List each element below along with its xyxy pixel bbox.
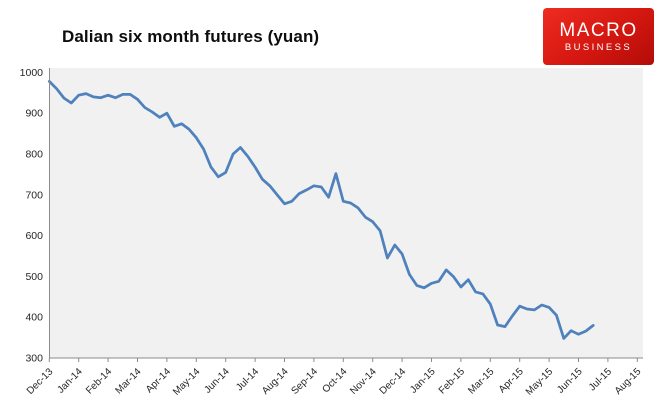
logo-business-text: BUSINESS — [564, 41, 633, 53]
x-axis-label: Oct-14 — [320, 366, 349, 395]
x-axis-label: Nov-14 — [348, 366, 379, 397]
macrobusiness-logo: MACRO BUSINESS — [543, 8, 654, 65]
y-axis-label: 300 — [25, 353, 43, 365]
x-axis-label: Feb-14 — [84, 366, 114, 396]
y-axis-label: 600 — [25, 230, 43, 242]
y-axis-label: 700 — [25, 189, 43, 201]
x-axis-label: Jun-15 — [555, 366, 585, 396]
x-axis-label: Mar-15 — [466, 366, 496, 396]
chart-title: Dalian six month futures (yuan) — [62, 27, 320, 46]
x-axis-label: Jul-14 — [234, 366, 261, 393]
y-axis-label: 400 — [25, 312, 43, 324]
x-axis-label: May-14 — [171, 366, 203, 398]
x-axis-label: Apr-15 — [497, 366, 526, 395]
y-axis-label: 500 — [25, 271, 43, 283]
x-axis-label: Aug-14 — [260, 366, 291, 397]
x-axis-label: Feb-15 — [437, 366, 467, 396]
plot-area — [49, 68, 643, 358]
y-axis-label: 900 — [25, 108, 43, 120]
x-axis-label: May-15 — [524, 366, 556, 398]
x-axis-label: Dec-13 — [25, 366, 56, 397]
price-line — [47, 80, 595, 340]
x-axis-label: Jul-15 — [587, 366, 614, 393]
x-axis-label: Jan-15 — [408, 366, 438, 396]
x-axis-label: Mar-14 — [113, 366, 143, 396]
x-axis-label: Sep-14 — [289, 366, 320, 397]
x-axis-label: Dec-14 — [378, 366, 409, 397]
x-axis-label: Apr-14 — [144, 366, 173, 395]
x-axis-label: Jan-14 — [55, 366, 85, 396]
logo-macro-text: MACRO — [559, 19, 638, 41]
x-axis-label: Jun-14 — [202, 366, 232, 396]
y-axis-label: 800 — [25, 149, 43, 161]
y-axis-label: 1000 — [20, 67, 44, 79]
x-axis-label: Aug-15 — [613, 366, 644, 397]
